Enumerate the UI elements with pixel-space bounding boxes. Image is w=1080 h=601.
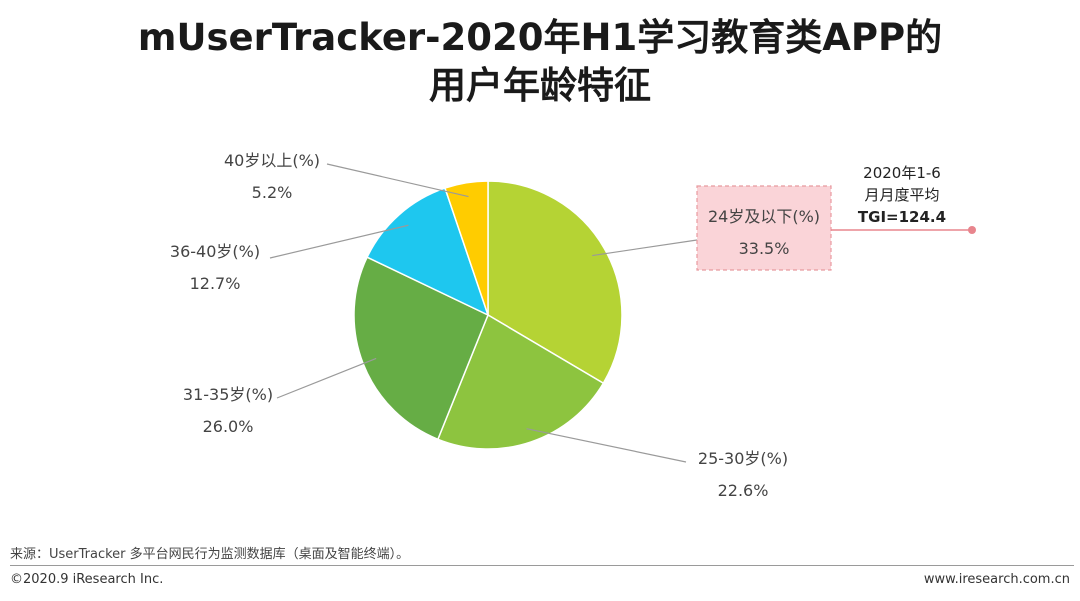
value-slice-0: 33.5% xyxy=(739,239,790,258)
leader-lines xyxy=(269,163,698,463)
value-slice-1: 22.6% xyxy=(718,481,769,500)
label-slice-0: 24岁及以下(%) xyxy=(708,207,820,226)
leader-line xyxy=(592,239,698,257)
tgi-line-1: 2020年1-6 xyxy=(863,164,941,182)
value-slice-4: 5.2% xyxy=(252,183,293,202)
leader-line xyxy=(276,357,377,399)
label-slice-2: 31-35岁(%) xyxy=(183,385,273,404)
title-line-2: 用户年龄特征 xyxy=(429,64,651,107)
copyright: ©2020.9 iResearch Inc. xyxy=(10,572,164,587)
tgi-connector-dot xyxy=(968,226,976,234)
pie-slices xyxy=(353,180,623,450)
label-slice-1: 25-30岁(%) xyxy=(698,449,788,468)
label-slice-3: 36-40岁(%) xyxy=(170,242,260,261)
footer-divider xyxy=(10,565,1074,566)
tgi-line-2: 月月度平均 xyxy=(864,186,939,204)
chart-title: mUserTracker-2020年H1学习教育类APP的 用户年龄特征 xyxy=(0,14,1080,110)
leader-line xyxy=(269,224,409,259)
value-slice-2: 26.0% xyxy=(203,417,254,436)
leader-line xyxy=(326,163,469,198)
pie-slice xyxy=(436,313,605,450)
website-link[interactable]: www.iresearch.com.cn xyxy=(923,572,1070,587)
pie-slice xyxy=(487,180,623,385)
leader-line xyxy=(526,428,687,463)
source-note: 来源：UserTracker 多平台网民行为监测数据库（桌面及智能终端）。 xyxy=(10,547,410,562)
value-slice-3: 12.7% xyxy=(190,274,241,293)
label-slice-4: 40岁以上(%) xyxy=(224,151,320,170)
title-line-1: mUserTracker-2020年H1学习教育类APP的 xyxy=(137,16,943,59)
tgi-line-3: TGI=124.4 xyxy=(858,208,946,226)
highlight-box xyxy=(696,185,832,271)
pie-slice xyxy=(444,180,489,316)
